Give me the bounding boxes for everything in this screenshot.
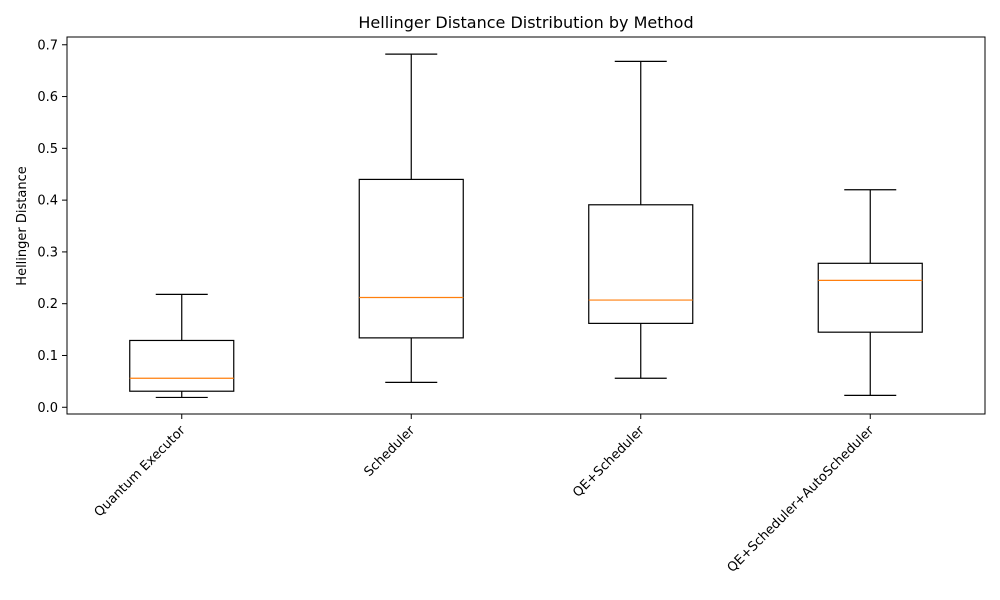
x-tick-label: Scheduler: [361, 423, 418, 480]
iqr-box: [129, 339, 235, 392]
y-tick-label: 0.0: [37, 401, 58, 416]
iqr-box: [588, 204, 694, 324]
plot-area: 0.0 0.1 0.2 0.3 0.4 0.5 0.6 0.7 Quantum Executor…: [37, 38, 923, 576]
y-tick-label: 0.2: [37, 297, 58, 312]
y-tick-label: 0.6: [37, 90, 58, 105]
x-tick-label: Quantum Executor: [92, 423, 189, 520]
chart-title: Hellinger Distance Distribution by Metho…: [358, 13, 693, 32]
iqr-box: [817, 262, 923, 333]
y-tick-label: 0.7: [37, 38, 58, 53]
y-axis-label: Hellinger Distance: [15, 166, 30, 285]
y-tick-label: 0.4: [37, 194, 58, 209]
x-tick-label: QE+Scheduler+AutoScheduler: [725, 423, 878, 576]
plot-frame: [66, 36, 986, 415]
x-tick-label: QE+Scheduler: [570, 423, 648, 501]
y-tick-label: 0.3: [37, 245, 58, 260]
y-tick-label: 0.1: [37, 349, 58, 364]
iqr-box: [358, 178, 464, 339]
y-tick-label: 0.5: [37, 142, 58, 157]
